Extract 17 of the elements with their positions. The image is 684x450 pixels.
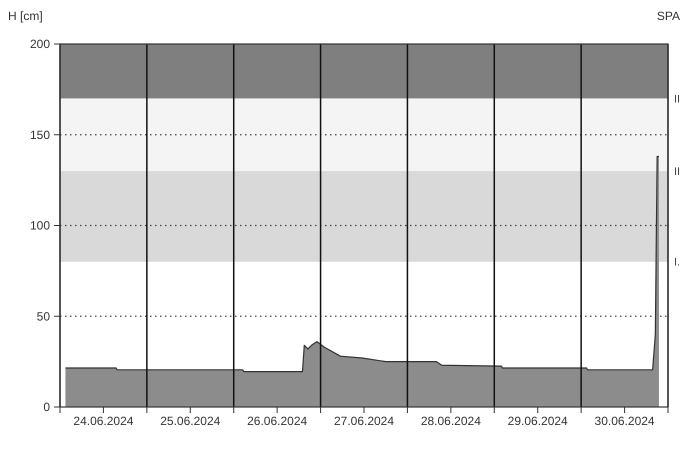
band-label: II <box>674 166 680 178</box>
x-tick-label: 28.06.2024 <box>420 414 482 428</box>
y-tick-label: 100 <box>30 218 50 233</box>
x-tick-label: 26.06.2024 <box>247 414 308 428</box>
y-tick-label: 0 <box>43 400 50 414</box>
x-tick-label: 24.06.2024 <box>73 414 134 428</box>
band-label: I. <box>674 256 680 269</box>
y-axis-title: H [cm] <box>8 9 43 23</box>
x-tick-label: 27.06.2024 <box>334 414 394 428</box>
y-tick-label: 200 <box>30 37 50 52</box>
y-tick-label: 150 <box>30 128 50 142</box>
x-tick-label: 29.06.2024 <box>508 414 568 428</box>
x-tick-label: 30.06.2024 <box>594 414 655 428</box>
text: SPA <box>656 9 680 23</box>
x-tick-label: 25.06.2024 <box>160 414 221 428</box>
y-tick-label: 50 <box>36 309 50 324</box>
band-label: II <box>674 93 680 106</box>
